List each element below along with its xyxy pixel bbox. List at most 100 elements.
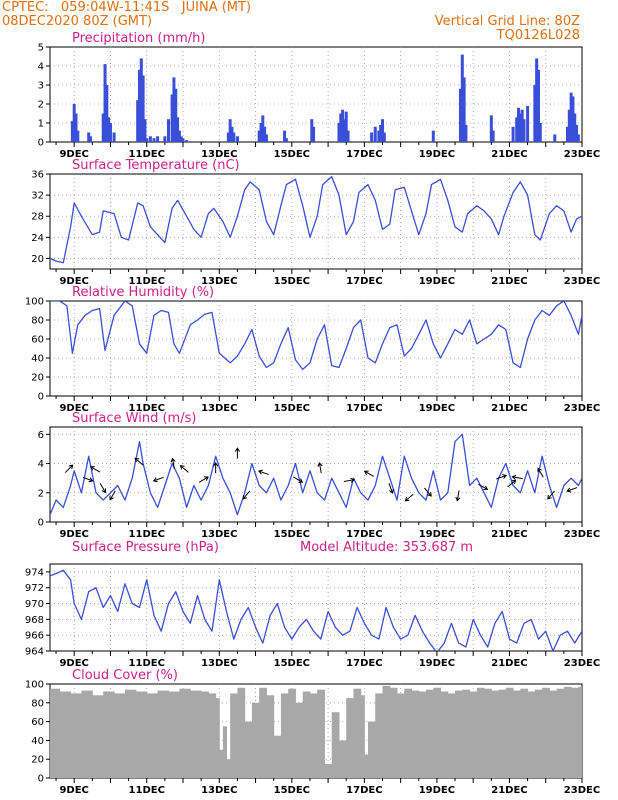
rh-ytick-label: 60 bbox=[31, 335, 44, 346]
wind-xtick-label: 15DEC bbox=[274, 529, 310, 540]
precip-ytick-label: 4 bbox=[38, 62, 44, 73]
temp-panel: 20 24 28 32 36 9DEC 11DEC 13DEC 15DEC 17DEC 19DEC 2… bbox=[31, 158, 600, 287]
precip-bar bbox=[458, 88, 462, 142]
precip-data bbox=[70, 54, 580, 142]
temp-xtick-label: 19DEC bbox=[419, 276, 455, 287]
cloud-xtick-label: 17DEC bbox=[346, 785, 382, 796]
wind-arrow-head bbox=[389, 488, 394, 494]
cloud-bar bbox=[219, 749, 224, 778]
cloud-ytick-label: 100 bbox=[25, 680, 44, 691]
pres-data bbox=[50, 569, 582, 651]
precip-bar bbox=[517, 107, 521, 142]
rh-ytick-label: 0 bbox=[38, 392, 44, 403]
wind-arrow-shaft bbox=[507, 479, 516, 488]
wind-arrow-head bbox=[90, 466, 95, 471]
pres-xtick-label: 11DEC bbox=[129, 658, 165, 669]
cloud-bar bbox=[338, 740, 347, 778]
cloud-bar bbox=[505, 687, 514, 778]
precip-xtick-label: 21DEC bbox=[491, 149, 527, 160]
precip-bar bbox=[148, 136, 152, 142]
cloud-bar bbox=[222, 726, 228, 778]
pres-xtick-label: 17DEC bbox=[346, 658, 382, 669]
run-id: TQ0126L028 bbox=[496, 28, 580, 43]
temp-ytick-label: 24 bbox=[31, 233, 44, 244]
wind-arrow-shaft bbox=[99, 483, 106, 493]
cloud-bar bbox=[360, 695, 365, 778]
precip-bar bbox=[259, 123, 263, 142]
wind-xtick-label: 21DEC bbox=[491, 529, 527, 540]
precip-bar bbox=[526, 105, 530, 142]
cloud-bar bbox=[201, 691, 209, 778]
precip-ytick-label: 1 bbox=[38, 119, 44, 130]
cloud-bar bbox=[389, 687, 398, 778]
precip-bar bbox=[511, 126, 515, 142]
wind-arrow-head bbox=[213, 461, 219, 467]
rh-panel: 0 20 40 60 80 100 9DEC 11DEC 13DEC 15DEC 17DEC 19DE… bbox=[25, 285, 600, 414]
temp-ytick-label: 32 bbox=[31, 191, 44, 202]
precip-xtick-label: 19DEC bbox=[419, 149, 455, 160]
precip-bar bbox=[370, 132, 374, 142]
rh-data bbox=[50, 301, 582, 371]
wind-arrow-shaft bbox=[537, 468, 544, 478]
wind-xtick-label: 9DEC bbox=[59, 529, 88, 540]
cloud-bar bbox=[534, 689, 543, 778]
precip-bar bbox=[76, 130, 80, 142]
precip-bar bbox=[228, 119, 232, 142]
cloud-bar bbox=[556, 688, 565, 778]
precip-bar bbox=[181, 138, 185, 142]
cloud-bar bbox=[455, 690, 463, 778]
precip-bar bbox=[533, 85, 537, 142]
pres-xtick-label: 13DEC bbox=[201, 658, 237, 669]
cloud-bar bbox=[447, 693, 456, 778]
wind-arrow-shaft bbox=[198, 476, 209, 483]
cloud-bar bbox=[324, 763, 333, 778]
wind-arrow-head bbox=[547, 494, 552, 500]
cloud-bar bbox=[317, 689, 325, 778]
rh-title: Relative Humidity (%) bbox=[72, 285, 214, 300]
wind-arrow-head bbox=[483, 485, 489, 491]
precip-bar bbox=[136, 100, 140, 142]
wind-arrow-shaft bbox=[293, 476, 303, 483]
precip-bar bbox=[230, 126, 234, 142]
cloud-xtick-label: 9DEC bbox=[59, 785, 88, 796]
wind-arrow-head bbox=[350, 477, 356, 483]
temp-xtick-label: 9DEC bbox=[59, 276, 88, 287]
wind-arrow-head bbox=[258, 469, 263, 475]
wind-ytick-label: 2 bbox=[38, 488, 44, 499]
precip-bar bbox=[381, 119, 385, 142]
pres-ytick-label: 972 bbox=[25, 583, 44, 594]
wind-ytick-label: 0 bbox=[38, 518, 44, 529]
cloud-bar bbox=[353, 688, 362, 778]
temp-ytick-label: 28 bbox=[31, 212, 44, 223]
precip-bar bbox=[112, 132, 116, 142]
precip-bar bbox=[87, 132, 91, 142]
cloud-ytick-label: 80 bbox=[31, 698, 44, 709]
precip-bar bbox=[170, 94, 174, 142]
cloud-bar bbox=[230, 693, 238, 778]
cloud-bar bbox=[375, 693, 384, 778]
cloud-ytick-label: 40 bbox=[31, 736, 44, 747]
wind-arrow-head bbox=[537, 467, 542, 473]
wind-xtick-label: 13DEC bbox=[201, 529, 237, 540]
rh-xtick-label: 15DEC bbox=[274, 403, 310, 414]
wind-xtick-label: 23DEC bbox=[564, 529, 600, 540]
rh-line bbox=[50, 301, 582, 371]
temp-data bbox=[50, 175, 582, 264]
precip-bar bbox=[565, 126, 569, 142]
temp-xtick-label: 17DEC bbox=[346, 276, 382, 287]
precip-bar bbox=[489, 115, 493, 142]
precip-bar bbox=[522, 119, 526, 142]
cloud-bar bbox=[520, 688, 529, 778]
rh-ytick-label: 40 bbox=[31, 354, 44, 365]
precip-bar bbox=[145, 138, 149, 142]
cloud-bar bbox=[397, 693, 405, 778]
temp-line bbox=[50, 175, 582, 264]
cloud-bar bbox=[498, 689, 507, 778]
precip-xtick-label: 9DEC bbox=[59, 149, 88, 160]
cloud-xtick-label: 21DEC bbox=[491, 785, 527, 796]
precip-bar bbox=[460, 54, 464, 142]
wind-arrow-shaft bbox=[567, 487, 578, 492]
precip-bar bbox=[339, 113, 343, 142]
wind-arrow-head bbox=[566, 487, 572, 493]
